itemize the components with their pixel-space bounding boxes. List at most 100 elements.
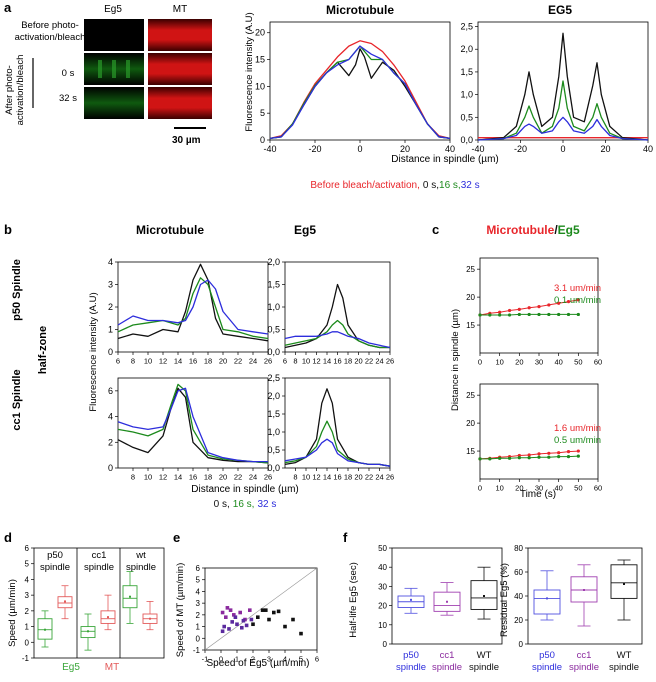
point-microtubule — [547, 451, 551, 455]
point-microtubule — [557, 451, 561, 455]
x-tick-label: 10 — [302, 357, 310, 366]
y-tick-label: 1,5 — [460, 67, 473, 77]
mean-marker — [446, 600, 448, 603]
series-line-0-s — [284, 388, 391, 467]
scatter-point-p50 — [225, 606, 230, 610]
legend-a-before: Before bleach/activation, — [310, 180, 420, 191]
y-tick-label: 20 — [514, 616, 523, 625]
y-tick-label: 3 — [25, 591, 30, 600]
x-tick-label: 24 — [249, 473, 257, 482]
box — [610, 564, 638, 599]
y-tick-label: 1 — [196, 623, 201, 632]
scatter-point-cc1 — [235, 622, 239, 627]
point-eg5 — [507, 313, 512, 317]
mean-marker — [44, 628, 46, 631]
chart-f2-cat3-l1: WT — [617, 650, 632, 661]
panel-letter-b: b — [4, 222, 12, 237]
chart-f1-cat2-l2: spindle — [432, 662, 462, 673]
scatter-point-p50 — [248, 608, 252, 612]
y-tick-label: 2 — [25, 607, 30, 616]
scatter-point-cc1 — [244, 623, 249, 628]
before-label-1: Before photo- — [21, 20, 79, 31]
x-tick-label: -20 — [308, 144, 321, 154]
chart-d-group1-l1: p50 — [47, 550, 63, 561]
point-eg5 — [527, 456, 531, 460]
x-tick-label: -40 — [471, 144, 484, 154]
scatter-point-cc1 — [220, 629, 225, 634]
x-tick-label: 10 — [495, 484, 503, 493]
y-tick-label: 4 — [108, 412, 113, 422]
x-tick-label: 10 — [302, 473, 310, 482]
point-microtubule — [527, 453, 531, 457]
scatter-point-p50 — [220, 610, 225, 615]
series-line-32-s — [269, 45, 451, 140]
y-tick-label: 4 — [25, 575, 30, 584]
series-line-32-s — [477, 116, 649, 141]
y-tick-label: 25 — [466, 391, 475, 400]
scatter-point-cc1 — [227, 627, 231, 631]
chart-a-eg5-title: EG5 — [548, 3, 572, 17]
series-line-0-s — [269, 48, 451, 140]
y-tick-label: 2 — [108, 437, 113, 447]
chart-f1-cat3-l2: spindle — [469, 662, 499, 673]
y-tick-label: 5 — [196, 576, 201, 585]
scatter-point-p50 — [228, 608, 233, 612]
x-tick-label: 20 — [600, 144, 610, 154]
x-tick-label: 40 — [554, 358, 562, 367]
point-eg5 — [547, 455, 551, 459]
point-microtubule — [537, 452, 541, 456]
chart-c-title-mt: Microtubule — [486, 223, 554, 237]
x-tick-label: 0 — [478, 358, 482, 367]
y-tick-label: 0,5 — [460, 112, 473, 122]
point-eg5 — [547, 312, 551, 317]
scatter-point-wt — [251, 622, 255, 627]
y-tick-label: 40 — [378, 563, 387, 572]
scatter-point-cc1 — [241, 618, 246, 623]
panel-letter-e: e — [173, 530, 180, 545]
y-tick-label: 20 — [466, 419, 475, 428]
point-eg5 — [517, 456, 521, 460]
mean-marker — [149, 617, 151, 620]
row-label-cc1: cc1 Spindle — [11, 369, 23, 430]
x-tick-label: 22 — [365, 473, 373, 482]
point-eg5 — [478, 457, 482, 461]
plot-frame — [284, 377, 391, 469]
series-line-16-s — [284, 319, 390, 349]
x-tick-label: 16 — [333, 357, 341, 366]
y-tick-label: 0 — [196, 634, 201, 643]
x-tick-label: 20 — [219, 357, 227, 366]
y-tick-label: 2,0 — [267, 257, 280, 267]
chart-f-halflife-ylabel: Half-life Eg5 (sec) — [348, 562, 359, 638]
mean-marker — [583, 589, 585, 591]
x-tick-label: 40 — [554, 484, 562, 493]
plot-frame — [204, 567, 318, 651]
chart-f2-cat1-l1: p50 — [539, 650, 555, 661]
y-tick-label: 15 — [466, 447, 475, 456]
point-microtubule — [547, 303, 551, 307]
y-tick-label: 0 — [260, 135, 265, 145]
x-tick-label: 26 — [264, 357, 272, 366]
chart-f2-cat3-l2: spindle — [609, 662, 639, 673]
legend-b-32s: 32 s — [257, 499, 276, 510]
series-line-32-s — [117, 279, 269, 335]
scatter-point-cc1 — [240, 625, 244, 630]
x-tick-label: 24 — [375, 473, 383, 482]
x-tick-label: 24 — [375, 357, 383, 366]
point-microtubule — [507, 308, 512, 313]
point-eg5 — [576, 454, 580, 458]
legend-a-0s: 0 s, — [423, 180, 439, 191]
y-tick-label: 15 — [255, 55, 265, 65]
chart-b-eg5-title: Eg5 — [294, 223, 316, 237]
y-tick-label: 6 — [25, 544, 30, 553]
mean-marker — [64, 600, 66, 603]
y-tick-label: 3 — [108, 280, 113, 290]
point-microtubule — [566, 299, 571, 304]
x-tick-label: 18 — [204, 473, 212, 482]
y-tick-label: 3 — [196, 599, 201, 608]
x-tick-label: 16 — [189, 357, 197, 366]
scatter-point-cc1 — [222, 624, 226, 629]
x-tick-label: 20 — [354, 357, 362, 366]
panel-letter-d: d — [4, 530, 12, 545]
series-line-16-s — [284, 420, 391, 467]
